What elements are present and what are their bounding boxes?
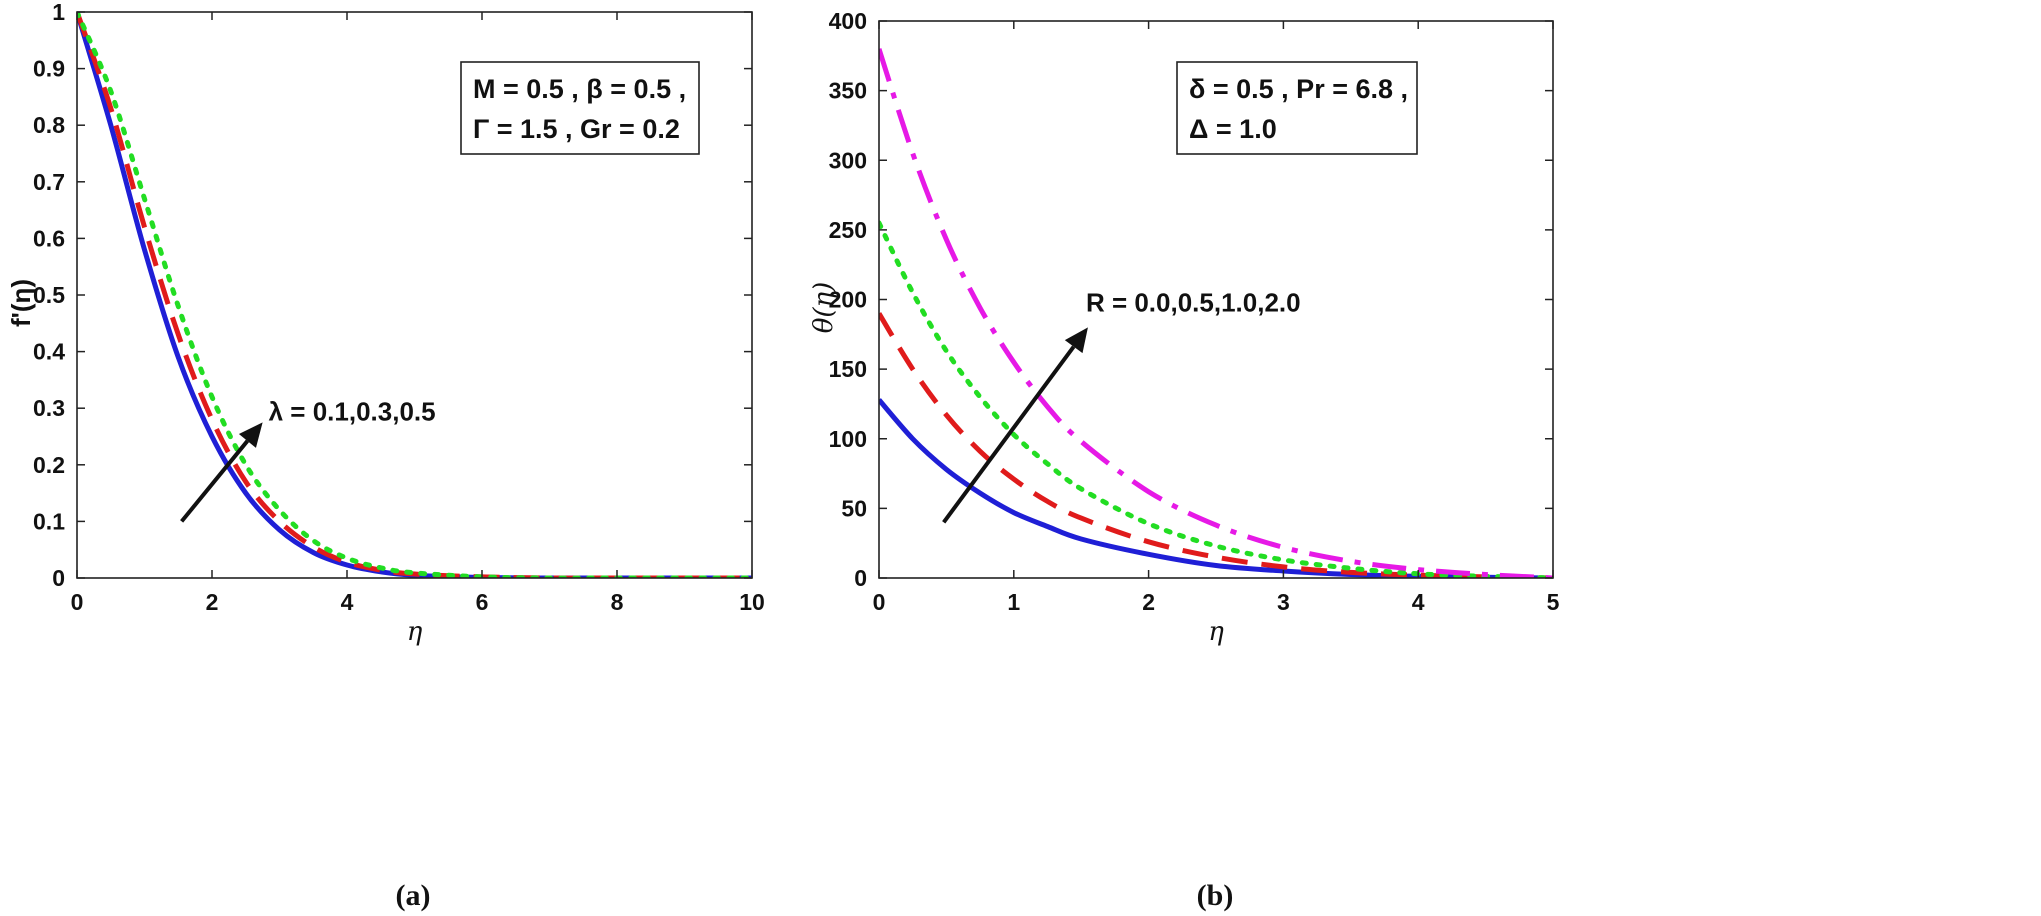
y-axis-label: θ(η) xyxy=(809,282,839,334)
y-tick-label: 0.4 xyxy=(33,339,65,365)
parameter-box xyxy=(460,61,700,155)
parameter-line-1: δ = 0.5 , Pr = 6.8 , xyxy=(1189,74,1408,104)
parameter-box xyxy=(1176,61,1418,155)
annotation-label: R = 0.0,0.5,1.0,2.0 xyxy=(1086,287,1301,317)
x-tick-label: 0 xyxy=(873,589,886,615)
x-tick-label: 2 xyxy=(206,589,219,615)
y-tick-label: 0.7 xyxy=(33,169,65,195)
series-line-r-0-5 xyxy=(879,312,1553,578)
y-tick-label: 50 xyxy=(841,495,867,521)
x-tick-label: 10 xyxy=(739,589,765,615)
x-axis-label: η xyxy=(407,617,423,647)
panel-caption: (b) xyxy=(1197,879,1234,912)
parameter-line-2: Δ = 1.0 xyxy=(1189,114,1277,144)
y-tick-label: 0 xyxy=(854,565,867,591)
x-tick-label: 5 xyxy=(1547,589,1560,615)
y-tick-label: 0.9 xyxy=(33,56,65,82)
y-tick-label: 250 xyxy=(829,217,867,243)
panel-caption: (a) xyxy=(396,879,431,912)
parameter-line-1: M = 0.5 , β = 0.5 , xyxy=(473,74,686,104)
y-tick-label: 0 xyxy=(52,565,65,591)
y-tick-label: 300 xyxy=(829,147,867,173)
series-line-r-1-0 xyxy=(879,220,1553,578)
y-tick-label: 0.3 xyxy=(33,395,65,421)
x-tick-label: 8 xyxy=(611,589,624,615)
parameter-line-2: Γ = 1.5 , Gr = 0.2 xyxy=(473,114,680,144)
x-tick-label: 0 xyxy=(71,589,84,615)
y-tick-label: 150 xyxy=(829,356,867,382)
annotation-arrow-head xyxy=(1064,327,1088,354)
y-tick-label: 0.5 xyxy=(33,282,65,308)
annotation-label: λ = 0.1,0.3,0.5 xyxy=(269,396,436,426)
annotation-arrow-shaft xyxy=(180,439,249,523)
y-tick-label: 0.8 xyxy=(33,112,65,138)
x-tick-label: 6 xyxy=(476,589,489,615)
y-tick-label: 400 xyxy=(829,8,867,34)
series-line-r-2-0 xyxy=(879,48,1553,578)
x-axis-label: η xyxy=(1208,617,1224,647)
x-tick-label: 3 xyxy=(1277,589,1290,615)
y-tick-label: 100 xyxy=(829,426,867,452)
chart-a: 0 2 4 6 8 10 0 0.1 0.2 0.3 0.4 0.5 0.6 0.7 0.8 0.9 1 η f'(… xyxy=(6,0,765,912)
y-axis-label: f'(η) xyxy=(6,279,36,327)
x-tick-label: 1 xyxy=(1007,589,1020,615)
series-line-r-0-0 xyxy=(879,398,1553,578)
y-tick-label: 1 xyxy=(52,0,65,25)
annotation-arrow-shaft xyxy=(942,345,1076,524)
y-tick-label: 350 xyxy=(829,78,867,104)
x-tick-label: 2 xyxy=(1142,589,1155,615)
series-line--0-3 xyxy=(77,12,752,578)
x-tick-label: 4 xyxy=(1412,589,1425,615)
annotation-arrow-head xyxy=(238,422,263,448)
y-tick-label: 200 xyxy=(829,287,867,313)
x-tick-label: 4 xyxy=(341,589,354,615)
y-tick-label: 0.6 xyxy=(33,225,65,251)
y-tick-label: 0.2 xyxy=(33,452,65,478)
y-tick-label: 0.1 xyxy=(33,508,65,534)
